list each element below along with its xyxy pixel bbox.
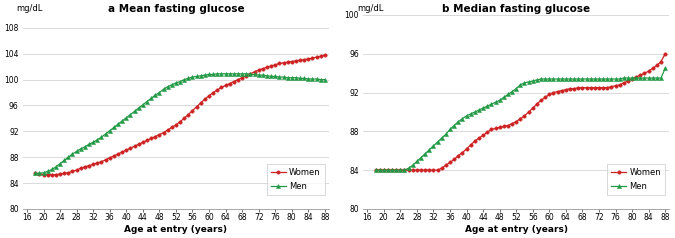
Women	[479, 134, 487, 137]
Men	[454, 120, 462, 123]
Line: Men: Men	[33, 72, 327, 175]
Women	[661, 52, 669, 55]
Men	[114, 123, 122, 126]
Women	[380, 169, 388, 172]
Men	[31, 172, 39, 175]
Men	[39, 171, 47, 174]
X-axis label: Age at entry (years): Age at entry (years)	[464, 225, 568, 234]
Women	[371, 169, 379, 172]
Line: Women: Women	[34, 53, 327, 176]
Women	[454, 154, 462, 157]
Men	[371, 169, 379, 172]
Women	[209, 91, 217, 94]
Legend: Women, Men: Women, Men	[267, 164, 325, 195]
Women	[118, 151, 126, 154]
Women	[645, 70, 653, 73]
Women	[321, 54, 329, 56]
X-axis label: Age at entry (years): Age at entry (years)	[124, 225, 227, 234]
Men	[512, 87, 520, 90]
Title: b Median fasting glucose: b Median fasting glucose	[442, 4, 590, 14]
Legend: Women, Men: Women, Men	[607, 164, 665, 195]
Men	[172, 81, 180, 84]
Men	[213, 72, 221, 75]
Men	[545, 78, 554, 80]
Women	[31, 172, 39, 175]
Men	[254, 74, 263, 77]
Women	[44, 173, 52, 176]
Women	[512, 120, 520, 123]
Women	[39, 173, 47, 176]
Line: Women: Women	[374, 52, 667, 172]
Men	[321, 78, 329, 81]
Men	[479, 107, 487, 109]
Line: Men: Men	[373, 66, 668, 172]
Women	[176, 120, 184, 123]
Men	[205, 73, 213, 76]
Men	[380, 169, 388, 172]
Text: mg/dL: mg/dL	[17, 4, 43, 13]
Men	[661, 67, 669, 70]
Women	[308, 57, 317, 60]
Women	[545, 93, 554, 96]
Text: mg/dL: mg/dL	[357, 4, 383, 13]
Men	[308, 78, 317, 80]
Title: a Mean fasting glucose: a Mean fasting glucose	[107, 4, 244, 14]
Women	[254, 69, 263, 71]
Men	[645, 77, 653, 79]
